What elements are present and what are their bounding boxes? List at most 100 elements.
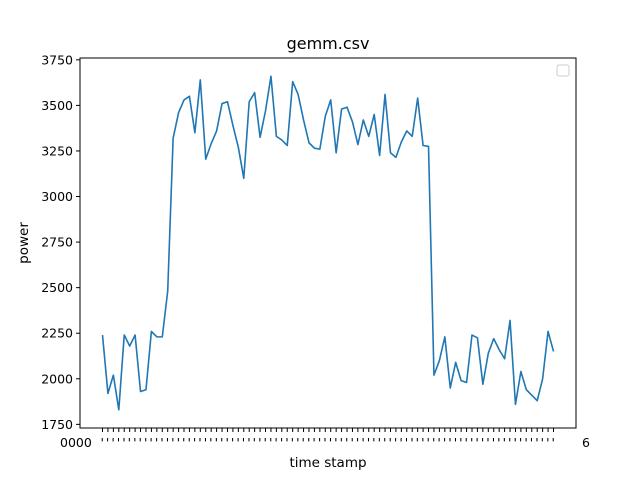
x-tick-label-overlap: ' (242, 435, 245, 450)
x-tick-label-overlap: ' (513, 435, 516, 450)
y-tick-label: 3250 (41, 143, 73, 158)
x-tick-label-overlap: ' (269, 435, 272, 450)
legend-box (556, 64, 570, 77)
x-tick-label-overlap: ' (225, 435, 228, 450)
x-tick-label-overlap: ' (133, 435, 136, 450)
x-tick-label-overlap: ' (193, 435, 196, 450)
y-tick-label: 2250 (41, 326, 73, 341)
x-tick-label-overlap: ' (139, 435, 142, 450)
x-tick-label-overlap: ' (361, 435, 364, 450)
x-tick-label-overlap: ' (253, 435, 256, 450)
x-tick-label-overlap: ' (486, 435, 489, 450)
x-tick-label-overlap: ' (378, 435, 381, 450)
x-tick-label-overlap: ' (215, 435, 218, 450)
x-tick-label-overlap: ' (519, 435, 522, 450)
x-tick-label-overlap: ' (546, 435, 549, 450)
x-tick-label-overlap: ' (405, 435, 408, 450)
x-tick-label-overlap: ' (394, 435, 397, 450)
x-tick-label-overlap: ' (530, 435, 533, 450)
x-tick-label-overlap: ' (166, 435, 169, 450)
x-tick-label-overlap: ' (416, 435, 419, 450)
x-tick-label-overlap: ' (209, 435, 212, 450)
x-tick-label-overlap: ' (220, 435, 223, 450)
x-tick-label-overlap: ' (198, 435, 201, 450)
x-tick-label-overlap: ' (503, 435, 506, 450)
x-tick-label-overlap: ' (128, 435, 131, 450)
x-tick-label-overlap: ' (111, 435, 114, 450)
y-axis: 1750 2000 2250 2500 2750 3000 3250 3500 3750 (41, 52, 80, 432)
x-tick-label-overlap: ' (236, 435, 239, 450)
x-tick-label-overlap: ' (497, 435, 500, 450)
x-tick-label-overlap: ' (144, 435, 147, 450)
x-tick-label-overlap: ' (280, 435, 283, 450)
x-tick-label-overlap: ' (465, 435, 468, 450)
y-tick-label: 3750 (41, 52, 73, 67)
x-tick-label-overlap: ' (427, 435, 430, 450)
x-tick-label-overlap: ' (492, 435, 495, 450)
x-tick-label-overlap: ' (437, 435, 440, 450)
x-tick-label-overlap: ' (340, 435, 343, 450)
x-tick-label-overlap: ' (552, 435, 555, 450)
x-tick-label: 6 (582, 435, 590, 450)
x-tick-label-overlap: ' (302, 435, 305, 450)
chart-title: gemm.csv (287, 34, 370, 53)
x-tick-label-overlap: ' (171, 435, 174, 450)
x-tick-label-overlap: ' (258, 435, 261, 450)
series-line (101, 75, 555, 411)
x-tick-label-overlap: ' (410, 435, 413, 450)
x-axis-label: time stamp (289, 455, 366, 471)
x-tick-label-overlap: ' (470, 435, 473, 450)
x-tick-label-overlap: ' (160, 435, 163, 450)
x-tick-label-overlap: ' (399, 435, 402, 450)
y-axis-label: power (16, 222, 32, 264)
x-tick-label-overlap: ' (312, 435, 315, 450)
x-tick-label-overlap: ' (448, 435, 451, 450)
x-tick-label-overlap: ' (187, 435, 190, 450)
x-tick-label-overlap: ' (356, 435, 359, 450)
x-tick-label-overlap: ' (323, 435, 326, 450)
x-tick-label-overlap: ' (334, 435, 337, 450)
x-tick-label-overlap: ' (524, 435, 527, 450)
x-tick-label-overlap: ' (274, 435, 277, 450)
x-tick-label-overlap: ' (535, 435, 538, 450)
x-tick-label-overlap: ' (454, 435, 457, 450)
x-tick-label-overlap: ' (182, 435, 185, 450)
x-tick-label-overlap: ' (421, 435, 424, 450)
x-tick-label-overlap: ' (443, 435, 446, 450)
x-tick-label-overlap: ' (318, 435, 321, 450)
y-tick-label: 2000 (41, 371, 73, 386)
x-tick-label-overlap: ' (367, 435, 370, 450)
x-tick-label-overlap: ' (475, 435, 478, 450)
x-tick-label-overlap: ' (149, 435, 152, 450)
x-tick-label-overlap: ' (508, 435, 511, 450)
x-tick-label-overlap: ' (231, 435, 234, 450)
x-tick-label-overlap: ' (372, 435, 375, 450)
x-tick-label-overlap: ' (388, 435, 391, 450)
x-tick-label-overlap: ' (329, 435, 332, 450)
x-tick-label-overlap: ' (350, 435, 353, 450)
x-tick-label-overlap: ' (432, 435, 435, 450)
x-tick-label-overlap: ' (541, 435, 544, 450)
x-tick-label-overlap: ' (291, 435, 294, 450)
x-tick-label-overlap: ' (155, 435, 158, 450)
x-tick-label-overlap: ' (101, 435, 104, 450)
y-tick-label: 2500 (41, 280, 73, 295)
x-tick-label-overlap: ' (345, 435, 348, 450)
x-tick-label-overlap: ' (106, 435, 109, 450)
x-tick-label-overlap: ' (122, 435, 125, 450)
x-tick-label-overlap: ' (307, 435, 310, 450)
x-tick-label-overlap: ' (117, 435, 120, 450)
series-layer (101, 75, 555, 411)
x-tick-label-overlap: ' (264, 435, 267, 450)
x-tick-label-overlap: ' (383, 435, 386, 450)
x-tick-label-overlap: ' (247, 435, 250, 450)
y-tick-label: 3500 (41, 98, 73, 113)
x-tick-label-overlap: ' (177, 435, 180, 450)
x-tick-label-overlap: ' (459, 435, 462, 450)
x-tick-label-overlap: ' (204, 435, 207, 450)
x-tick-label-overlap: ' (285, 435, 288, 450)
y-tick-label: 3000 (41, 189, 73, 204)
x-tick-label: 0000 (60, 435, 92, 450)
y-tick-label: 2750 (41, 235, 73, 250)
